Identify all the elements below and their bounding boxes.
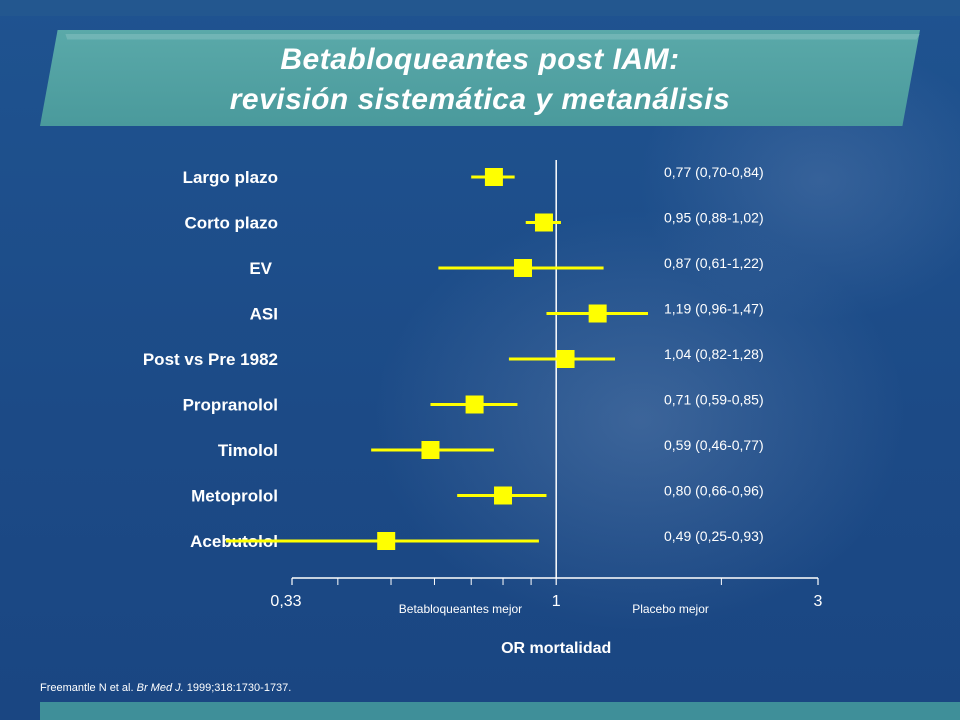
- or-marker: [421, 441, 440, 459]
- x-axis-tick-label: 3: [814, 593, 823, 610]
- top-strip: [0, 0, 960, 16]
- or-marker: [494, 486, 513, 505]
- row-value: 0,95 (0,88-1,02): [664, 210, 764, 226]
- bottom-strip: [40, 702, 960, 720]
- right-annotation: Placebo mejor: [632, 602, 709, 616]
- slide-title: Betabloqueantes post IAM: revisión siste…: [40, 40, 920, 120]
- row-value: 0,71 (0,59-0,85): [664, 392, 764, 408]
- left-annotation: Betabloqueantes mejor: [399, 602, 522, 616]
- row-value: 0,59 (0,46-0,77): [664, 437, 764, 453]
- row-value: 0,49 (0,25-0,93): [664, 528, 764, 544]
- slide-title-line-2: revisión sistemática y metanálisis: [229, 83, 731, 116]
- or-marker: [514, 259, 533, 277]
- or-marker: [534, 213, 553, 232]
- or-marker: [377, 532, 396, 550]
- row-value: 0,80 (0,66-0,96): [664, 483, 764, 499]
- forest-plot: 0,33 1 3 Betabloqueantes mejor Placebo mejor…: [143, 160, 823, 657]
- citation: Freemantle N et al. Br Med J. 1999;318:1…: [40, 682, 291, 694]
- row-label: Corto plazo: [185, 214, 279, 233]
- row-label: ASI: [250, 305, 278, 324]
- or-marker: [588, 304, 607, 323]
- citation-journal: Br Med J.: [136, 682, 184, 694]
- x-axis-title: OR mortalidad: [501, 640, 611, 657]
- row-label: Post vs Pre 1982: [143, 350, 278, 369]
- row-label: EV: [249, 259, 272, 278]
- citation-details: 1999;318:1730-1737.: [186, 682, 292, 694]
- title-banner-shape: [40, 30, 920, 126]
- row-label: Timolol: [218, 441, 278, 460]
- citation-authors: Freemantle N et al.: [40, 682, 134, 694]
- or-marker: [556, 350, 575, 368]
- row-value: 1,04 (0,82-1,28): [664, 346, 764, 362]
- or-marker: [465, 395, 484, 414]
- x-axis-tick-label: 0,33: [270, 593, 301, 610]
- slide-title-line-1: Betabloqueantes post IAM:: [280, 43, 680, 76]
- row-label: Largo plazo: [183, 168, 278, 187]
- x-axis-tick-label: 1: [552, 593, 561, 610]
- title-banner: Betabloqueantes post IAM: revisión siste…: [40, 30, 920, 126]
- row-label: Metoprolol: [191, 487, 278, 506]
- row-value: 0,77 (0,70-0,84): [664, 164, 764, 180]
- row-label: Propranolol: [183, 396, 278, 415]
- or-marker: [484, 168, 503, 186]
- title-banner-highlight: [65, 34, 920, 40]
- row-value: 1,19 (0,96-1,47): [664, 301, 764, 317]
- row-value: 0,87 (0,61-1,22): [664, 255, 764, 271]
